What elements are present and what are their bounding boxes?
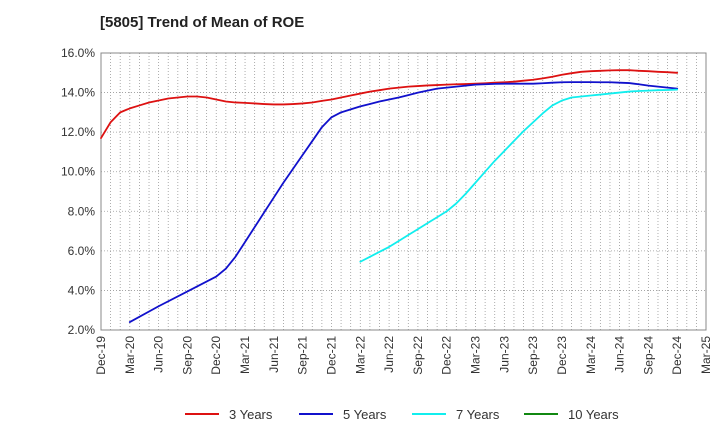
legend-label: 10 Years: [568, 406, 619, 422]
x-tick-label: Mar-20: [123, 336, 137, 374]
y-tick-label: 12.0%: [61, 125, 95, 139]
legend-item: 10 Years: [524, 404, 619, 424]
series-line-7-years: [359, 88, 679, 263]
x-tick-label: Sep-24: [641, 336, 655, 375]
x-tick-label: Dec-19: [94, 336, 108, 375]
x-tick-label: Jun-23: [497, 336, 511, 373]
axis-labels: 2.0% 4.0% 6.0% 8.0% 10.0% 12.0% 14.0% 16.0% Dec-…: [61, 46, 713, 375]
series-line-3-years: [100, 69, 679, 139]
legend-swatch: [185, 413, 219, 415]
x-tick-label: Sep-22: [411, 336, 425, 375]
x-tick-label: Mar-22: [353, 336, 367, 374]
x-tick-label: Sep-20: [180, 336, 194, 375]
legend-swatch: [412, 413, 446, 415]
y-tick-label: 6.0%: [68, 244, 96, 258]
chart-title: [5805] Trend of Mean of ROE: [100, 14, 305, 31]
x-tick-label: Mar-25: [699, 336, 713, 374]
y-tick-label: 14.0%: [61, 86, 95, 100]
legend: 3 Years 5 Years 7 Years 10 Years: [0, 404, 720, 424]
legend-label: 3 Years: [229, 406, 273, 422]
series-line-5-years: [128, 81, 679, 323]
legend-swatch: [524, 413, 558, 415]
x-tick-label: Dec-23: [555, 336, 569, 375]
x-tick-label: Sep-23: [526, 336, 540, 375]
grid: [101, 53, 706, 330]
legend-item: 7 Years: [412, 404, 499, 424]
legend-item: 5 Years: [299, 404, 386, 424]
x-tick-label: Jun-21: [267, 336, 281, 373]
y-tick-label: 8.0%: [68, 204, 96, 218]
plot-frame: [100, 52, 707, 331]
x-tick-label: Dec-22: [440, 336, 454, 375]
x-tick-label: Dec-20: [209, 336, 223, 375]
y-tick-label: 16.0%: [61, 46, 95, 60]
x-tick-label: Jun-20: [152, 336, 166, 373]
y-tick-label: 2.0%: [68, 323, 96, 337]
legend-label: 5 Years: [343, 406, 387, 422]
y-tick-label: 10.0%: [61, 165, 95, 179]
legend-item: 3 Years: [185, 404, 272, 424]
x-tick-label: Dec-21: [324, 336, 338, 375]
x-tick-label: Sep-21: [296, 336, 310, 375]
legend-swatch: [299, 413, 333, 415]
x-tick-label: Jun-22: [382, 336, 396, 373]
x-tick-label: Jun-24: [613, 336, 627, 373]
x-tick-label: Mar-23: [469, 336, 483, 374]
series-lines: [100, 69, 679, 323]
x-tick-label: Dec-24: [670, 336, 684, 375]
x-tick-label: Mar-21: [238, 336, 252, 374]
y-tick-label: 4.0%: [68, 283, 96, 297]
x-tick-label: Mar-24: [584, 336, 598, 374]
legend-label: 7 Years: [456, 406, 500, 422]
